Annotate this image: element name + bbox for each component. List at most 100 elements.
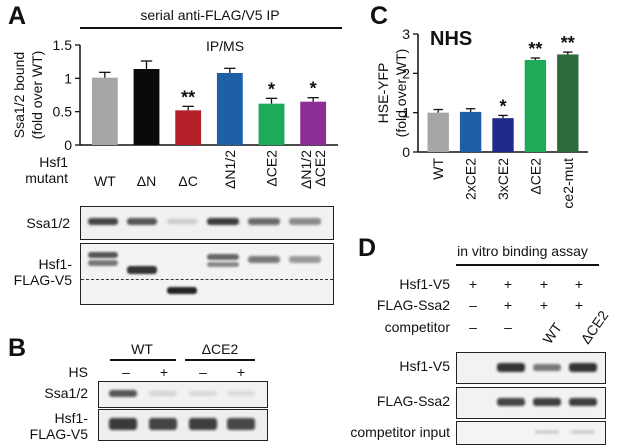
- bar: [524, 59, 547, 152]
- significance-label: *: [268, 79, 275, 99]
- panel-b-group2: ΔCE2: [201, 341, 239, 357]
- panel-d-row-label: FLAG-Ssa2: [376, 297, 450, 313]
- x-tick-label: 2xCE2: [463, 158, 479, 200]
- blot-band: [571, 430, 595, 434]
- panel-a-blot2-label-1: Hsf1-: [38, 256, 72, 272]
- panel-b-hs-sign: –: [122, 364, 130, 380]
- blot-band: [289, 218, 321, 225]
- panel-b-group1-rule: [110, 359, 176, 361]
- panel-b-group2-rule: [185, 359, 255, 361]
- bar: [492, 118, 514, 152]
- y-tick-label: 2: [402, 65, 410, 81]
- x-tick-label: ΔN1/2: [222, 150, 238, 189]
- y-tick-label: 1: [64, 70, 72, 86]
- panel-b-letter: B: [8, 334, 27, 362]
- panel-d-blot2-label: FLAG-Ssa2: [376, 393, 450, 409]
- panel-d-sign: +: [503, 297, 513, 313]
- blot-band: [88, 252, 118, 258]
- blot-band: [127, 266, 157, 274]
- x-tick-label: WT: [94, 173, 116, 189]
- panel-a-letter: A: [8, 2, 27, 30]
- panel-a-header: serial anti-FLAG/V5 IP: [140, 7, 280, 23]
- panel-a-row-label-1: Hsf1: [39, 154, 68, 170]
- panel-d-title: in vitro binding assay: [457, 243, 588, 259]
- blot-band: [149, 418, 177, 430]
- x-tick-label: ΔN: [137, 173, 156, 189]
- blot-band: [88, 260, 118, 266]
- x-tick-label: 3xCE2: [495, 158, 511, 200]
- panel-d-sign: +: [468, 276, 478, 292]
- bar: [216, 73, 243, 145]
- panel-d-row-label: competitor: [384, 319, 450, 335]
- blot-band: [569, 363, 597, 372]
- panel-d-blot3: [456, 421, 606, 445]
- x-tick-label: ΔCE2: [264, 150, 280, 187]
- panel-a-blot1-label: Ssa1/2: [26, 215, 70, 231]
- panel-b-group1: WT: [131, 341, 153, 357]
- panel-a-header-rule: [80, 27, 342, 29]
- blot-band: [189, 391, 217, 396]
- panel-b-hs-sign: –: [199, 364, 207, 380]
- blot-band: [167, 219, 197, 224]
- panel-b-hs-label: HS: [68, 364, 88, 380]
- panel-c-inset-title: NHS: [430, 28, 473, 50]
- x-tick-label: WT: [430, 158, 446, 180]
- y-tick-label: 0: [64, 137, 72, 153]
- panel-b-blot2: [98, 409, 268, 441]
- panel-d-sign: –: [469, 319, 477, 335]
- blot-band: [533, 364, 561, 371]
- panel-d-blot1-label: Hsf1-V5: [399, 358, 450, 374]
- panel-d-sign: +: [574, 297, 584, 313]
- panel-a-row-label-2: mutant: [25, 170, 68, 186]
- x-tick-label: ce2-mut: [560, 158, 576, 209]
- y-tick-label: 0: [402, 144, 410, 160]
- panel-d-competitor-lane: ΔCE2: [577, 307, 611, 346]
- blot-band: [127, 218, 157, 225]
- panel-d-competitor-lane: WT: [539, 319, 565, 346]
- blot-band: [207, 254, 239, 260]
- significance-label: *: [310, 79, 317, 99]
- panel-c-letter: C: [370, 2, 389, 30]
- panel-d-title-rule: [456, 264, 599, 266]
- significance-label: **: [181, 87, 195, 107]
- bar: [557, 54, 579, 152]
- panel-d-sign: +: [574, 276, 584, 292]
- significance-label: *: [499, 96, 506, 116]
- panel-d-blot3-label: competitor input: [350, 424, 450, 440]
- y-tick-label: 3: [402, 26, 410, 42]
- blot-band: [248, 256, 280, 263]
- panel-d-sign: –: [469, 297, 477, 313]
- panel-d-sign: +: [503, 276, 513, 292]
- bar: [175, 110, 202, 145]
- blot-band: [569, 398, 597, 406]
- bar: [133, 69, 160, 145]
- panel-d-row-label: Hsf1-V5: [399, 276, 450, 292]
- bar: [91, 77, 118, 145]
- panel-a-blot2-label-2: FLAG-V5: [13, 272, 72, 288]
- panel-b-blot2-label-1: Hsf1-: [54, 410, 88, 426]
- blot-band: [248, 218, 280, 225]
- significance-label: **: [528, 39, 542, 59]
- blot-band: [207, 218, 239, 225]
- significance-label: **: [561, 33, 575, 53]
- blot-band: [535, 430, 559, 434]
- panel-b-hs-sign: +: [159, 364, 169, 380]
- panel-b-hs-sign: +: [236, 364, 246, 380]
- panel-b-blot2-label-2: FLAG-V5: [29, 426, 88, 442]
- blot-band: [189, 418, 217, 430]
- panel-a-blot1: [80, 206, 334, 240]
- blot-band: [497, 398, 525, 406]
- x-tick-label: ΔN1/2: [298, 150, 314, 189]
- y-tick-label: 1.5: [53, 37, 73, 53]
- panel-a-subheader: IP/MS: [205, 38, 245, 54]
- panel-b-blot1: [98, 381, 268, 408]
- panel-d-blot1: [456, 352, 606, 384]
- bar: [427, 112, 449, 152]
- panel-d-blot2: [456, 387, 606, 419]
- blot-band: [207, 262, 239, 267]
- blot-band: [109, 418, 137, 430]
- y-axis-label: Ssa1/2 bound: [11, 52, 27, 138]
- panel-d-sign: +: [539, 276, 549, 292]
